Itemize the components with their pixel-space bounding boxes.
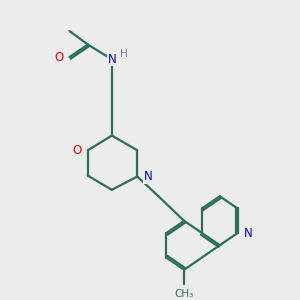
Text: O: O xyxy=(72,144,81,157)
Text: O: O xyxy=(54,50,63,64)
Text: N: N xyxy=(107,53,116,66)
Text: CH₃: CH₃ xyxy=(175,289,194,299)
Text: N: N xyxy=(144,170,152,183)
Text: N: N xyxy=(244,226,253,239)
Text: H: H xyxy=(120,49,128,59)
